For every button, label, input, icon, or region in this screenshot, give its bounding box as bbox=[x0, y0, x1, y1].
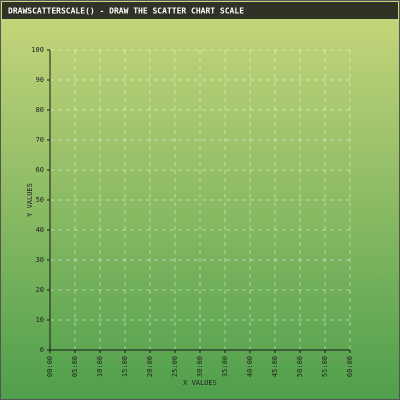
y-tick-label: 10 bbox=[36, 316, 44, 324]
chart-title: DRAWSCATTERSCALE() - DRAW THE SCATTER CH… bbox=[8, 7, 244, 16]
y-tick-label: 60 bbox=[36, 166, 44, 174]
x-tick-label: 30:00 bbox=[196, 356, 204, 377]
x-tick-label: 50:00 bbox=[296, 356, 304, 377]
y-tick-label: 80 bbox=[36, 106, 44, 114]
x-axis-label: X VALUES bbox=[183, 379, 217, 387]
y-tick-label: 0 bbox=[40, 346, 44, 354]
x-tick-label: 45:00 bbox=[271, 356, 279, 377]
x-tick-label: 40:00 bbox=[246, 356, 254, 377]
y-tick-label: 50 bbox=[36, 196, 44, 204]
x-tick-label: 60:00 bbox=[346, 356, 354, 377]
y-tick-label: 70 bbox=[36, 136, 44, 144]
y-tick-label: 90 bbox=[36, 76, 44, 84]
x-tick-label: 55:00 bbox=[321, 356, 329, 377]
x-tick-label: 00:00 bbox=[46, 356, 54, 377]
x-tick-label: 25:00 bbox=[171, 356, 179, 377]
x-tick-label: 10:00 bbox=[96, 356, 104, 377]
title-bar bbox=[2, 2, 398, 19]
y-tick-label: 30 bbox=[36, 256, 44, 264]
y-tick-label: 40 bbox=[36, 226, 44, 234]
x-tick-label: 15:00 bbox=[121, 356, 129, 377]
x-tick-label: 05:00 bbox=[71, 356, 79, 377]
y-tick-label: 20 bbox=[36, 286, 44, 294]
y-axis-label: Y VALUES bbox=[26, 183, 34, 217]
x-tick-label: 20:00 bbox=[146, 356, 154, 377]
y-tick-label: 100 bbox=[31, 46, 44, 54]
x-tick-label: 35:00 bbox=[221, 356, 229, 377]
